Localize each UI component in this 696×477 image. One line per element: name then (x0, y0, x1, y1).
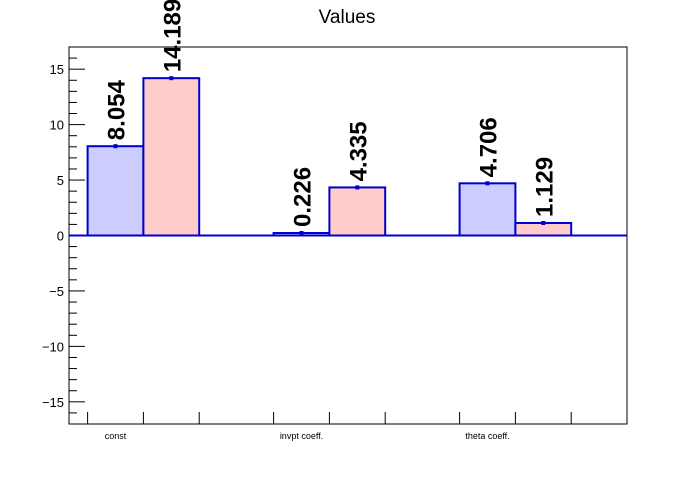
error-marker (485, 181, 490, 186)
error-marker (113, 144, 118, 149)
bar (328, 186, 387, 237)
y-tick-label: 5 (57, 173, 64, 188)
y-tick-label: −15 (42, 395, 64, 410)
error-marker (169, 76, 174, 81)
x-tick-label: theta coeff. (465, 431, 509, 441)
bar-value-label: 14.189 (159, 0, 186, 72)
bar-value-label: 8.054 (104, 79, 131, 140)
bar (86, 145, 145, 237)
y-tick-label: −5 (49, 284, 64, 299)
y-tick-label: 0 (57, 229, 64, 244)
y-tick-label: −10 (42, 339, 64, 354)
bars (69, 76, 627, 237)
bar-value-label: 4.706 (476, 117, 503, 177)
bar-value-label: 4.335 (345, 121, 372, 181)
x-tick-label: invpt coeff. (280, 431, 323, 441)
error-marker (299, 230, 304, 235)
data-labels: 8.054 0.226 4.706 14.189 4.335 1.129 (104, 0, 559, 227)
bar (142, 77, 201, 237)
error-marker (541, 220, 546, 225)
y-tick-label: 10 (50, 118, 64, 133)
y-tick-label: 15 (50, 62, 64, 77)
bar-value-label: 0.226 (290, 167, 317, 227)
bar (458, 182, 517, 237)
chart-title: Values (319, 7, 376, 28)
axis-ticks: −15 −10 −5 0 5 10 15 const invpt coeff. theta coe… (42, 46, 572, 441)
x-tick-label: const (105, 431, 127, 441)
error-marker (355, 185, 360, 190)
bar-value-label: 1.129 (531, 157, 558, 217)
